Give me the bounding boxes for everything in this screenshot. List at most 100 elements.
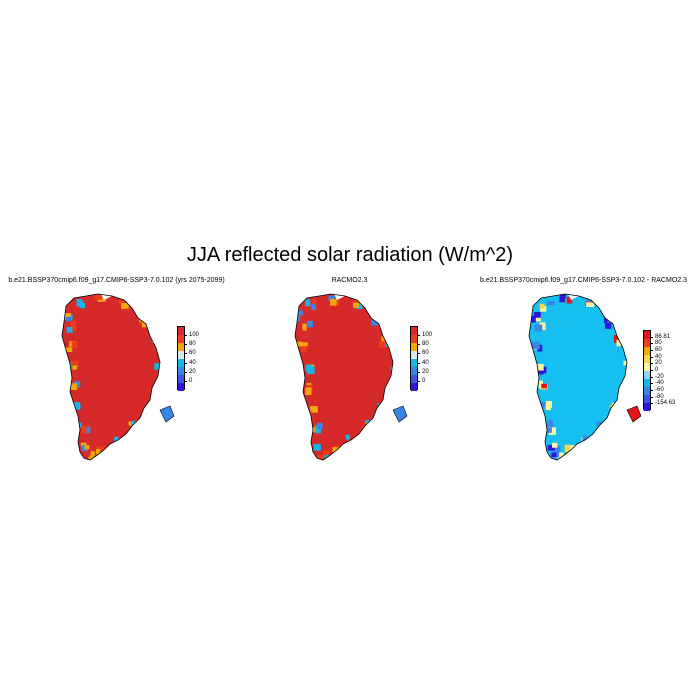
coastal-cell [84, 445, 90, 450]
ice-sheet-field [62, 294, 160, 460]
coastal-cell [381, 336, 387, 342]
coastal-cell [537, 344, 543, 352]
colorbar-segment [644, 387, 650, 395]
coastal-cell [310, 406, 316, 411]
coastal-cell [323, 454, 330, 460]
coastal-cell [538, 380, 543, 389]
coastal-cell [582, 440, 587, 448]
coastal-cell [80, 442, 87, 448]
coastal-cell [582, 435, 587, 442]
panel-title: b.e21.BSSP370cmip6.f09_g17.CMIP6-SSP3-7.… [8, 277, 225, 284]
colorbar-tick [651, 403, 653, 404]
colorbar-tick-label: -154.63 [655, 400, 676, 407]
colorbar-segment [644, 403, 650, 411]
coastal-cell [599, 424, 607, 431]
colorbar-tick-label: 20 [189, 368, 196, 375]
coastal-cell [128, 421, 134, 426]
coastal-cell [531, 315, 536, 323]
colorbar-segment [644, 363, 650, 371]
ice-sheet-field [529, 294, 627, 460]
island [392, 405, 408, 423]
colorbar-box [177, 326, 185, 391]
colorbar-box [410, 326, 418, 391]
panel-model: b.e21.BSSP370cmip6.f09_g17.CMIP6-SSP3-7.… [0, 272, 233, 472]
coastal-cell [79, 302, 86, 309]
coastal-cell [330, 299, 337, 306]
colorbar-segment [178, 367, 184, 375]
colorbar-segment [644, 395, 650, 403]
ice-sheet-field [295, 294, 393, 460]
coastal-cell [628, 363, 633, 370]
coastal-cell [300, 346, 307, 352]
colorbar-tick [418, 371, 420, 373]
colorbar-tick-label: 80 [189, 341, 196, 348]
coastal-cell [306, 384, 313, 390]
colorbar-segment [178, 359, 184, 367]
colorbar-tick-label: 20 [655, 360, 662, 367]
coastal-cell [545, 403, 551, 411]
coastal-cell [76, 298, 83, 307]
colorbar-tick [418, 380, 420, 382]
coastal-cell [328, 295, 336, 302]
coastal-cell [118, 297, 126, 304]
coastal-cell [628, 363, 634, 368]
coastal-cell [553, 450, 560, 458]
colorbar-tick [418, 335, 420, 336]
coastal-cell [566, 296, 573, 304]
coastal-cell [586, 297, 595, 305]
coastal-cell [315, 425, 321, 434]
colorbar-segment [644, 379, 650, 387]
colorbar-tick [185, 362, 187, 364]
colorbar-tick [185, 371, 187, 373]
coastal-cell [317, 454, 325, 460]
coastal-cell [534, 311, 541, 318]
coastal-cell [65, 316, 72, 322]
coastal-cell [70, 360, 79, 366]
coastal-cell [547, 444, 555, 451]
colorbar-segment [178, 375, 184, 383]
coastal-cell [559, 295, 565, 303]
coastal-cell [156, 386, 160, 393]
coastal-cell [94, 294, 103, 300]
coastal-cell [96, 448, 101, 455]
coastal-cell [540, 305, 547, 312]
coastline [294, 293, 394, 461]
colorbar-segment [178, 351, 184, 359]
coastal-cell [534, 316, 541, 322]
coastal-cell [541, 383, 547, 389]
coastal-cell [378, 408, 383, 417]
coastal-cell [371, 320, 378, 326]
colorbar-segment [178, 383, 184, 391]
coastal-cell [379, 341, 386, 348]
coastal-cell [539, 322, 546, 331]
colorbar-tick-label: -80 [655, 393, 664, 400]
greenland-map [61, 286, 175, 461]
coastal-cell [323, 450, 330, 456]
coastal-cell [560, 294, 566, 299]
coastal-cell [332, 447, 340, 453]
colorbar-tick-label: 100 [422, 332, 433, 339]
colorbar-tick [651, 350, 653, 351]
coastal-cell [551, 442, 558, 448]
coastal-cell [389, 387, 393, 393]
colorbar-tick-label: 0 [422, 377, 426, 384]
coastal-cell [604, 317, 609, 323]
coastal-cell [540, 402, 545, 408]
panel-title: RACMO2.3 [331, 277, 368, 284]
colorbar-box [643, 330, 651, 411]
coastal-cell [64, 347, 73, 352]
colorbar-tick-label: -60 [655, 387, 664, 393]
coastal-cell [604, 322, 612, 329]
coastal-cell [547, 420, 554, 428]
coastal-cell [382, 407, 387, 414]
colorbar-tick-label: 40 [422, 359, 429, 366]
coastal-cell [302, 323, 307, 331]
coastal-cell [353, 302, 359, 308]
colorbar-tick [651, 343, 653, 344]
coastal-cell [345, 434, 350, 440]
coastal-cell [545, 427, 552, 433]
colorbar-tick [418, 353, 420, 354]
colorbar-tick-label: 0 [655, 367, 659, 373]
coastal-cell [313, 443, 321, 451]
coastal-cell [307, 366, 315, 375]
